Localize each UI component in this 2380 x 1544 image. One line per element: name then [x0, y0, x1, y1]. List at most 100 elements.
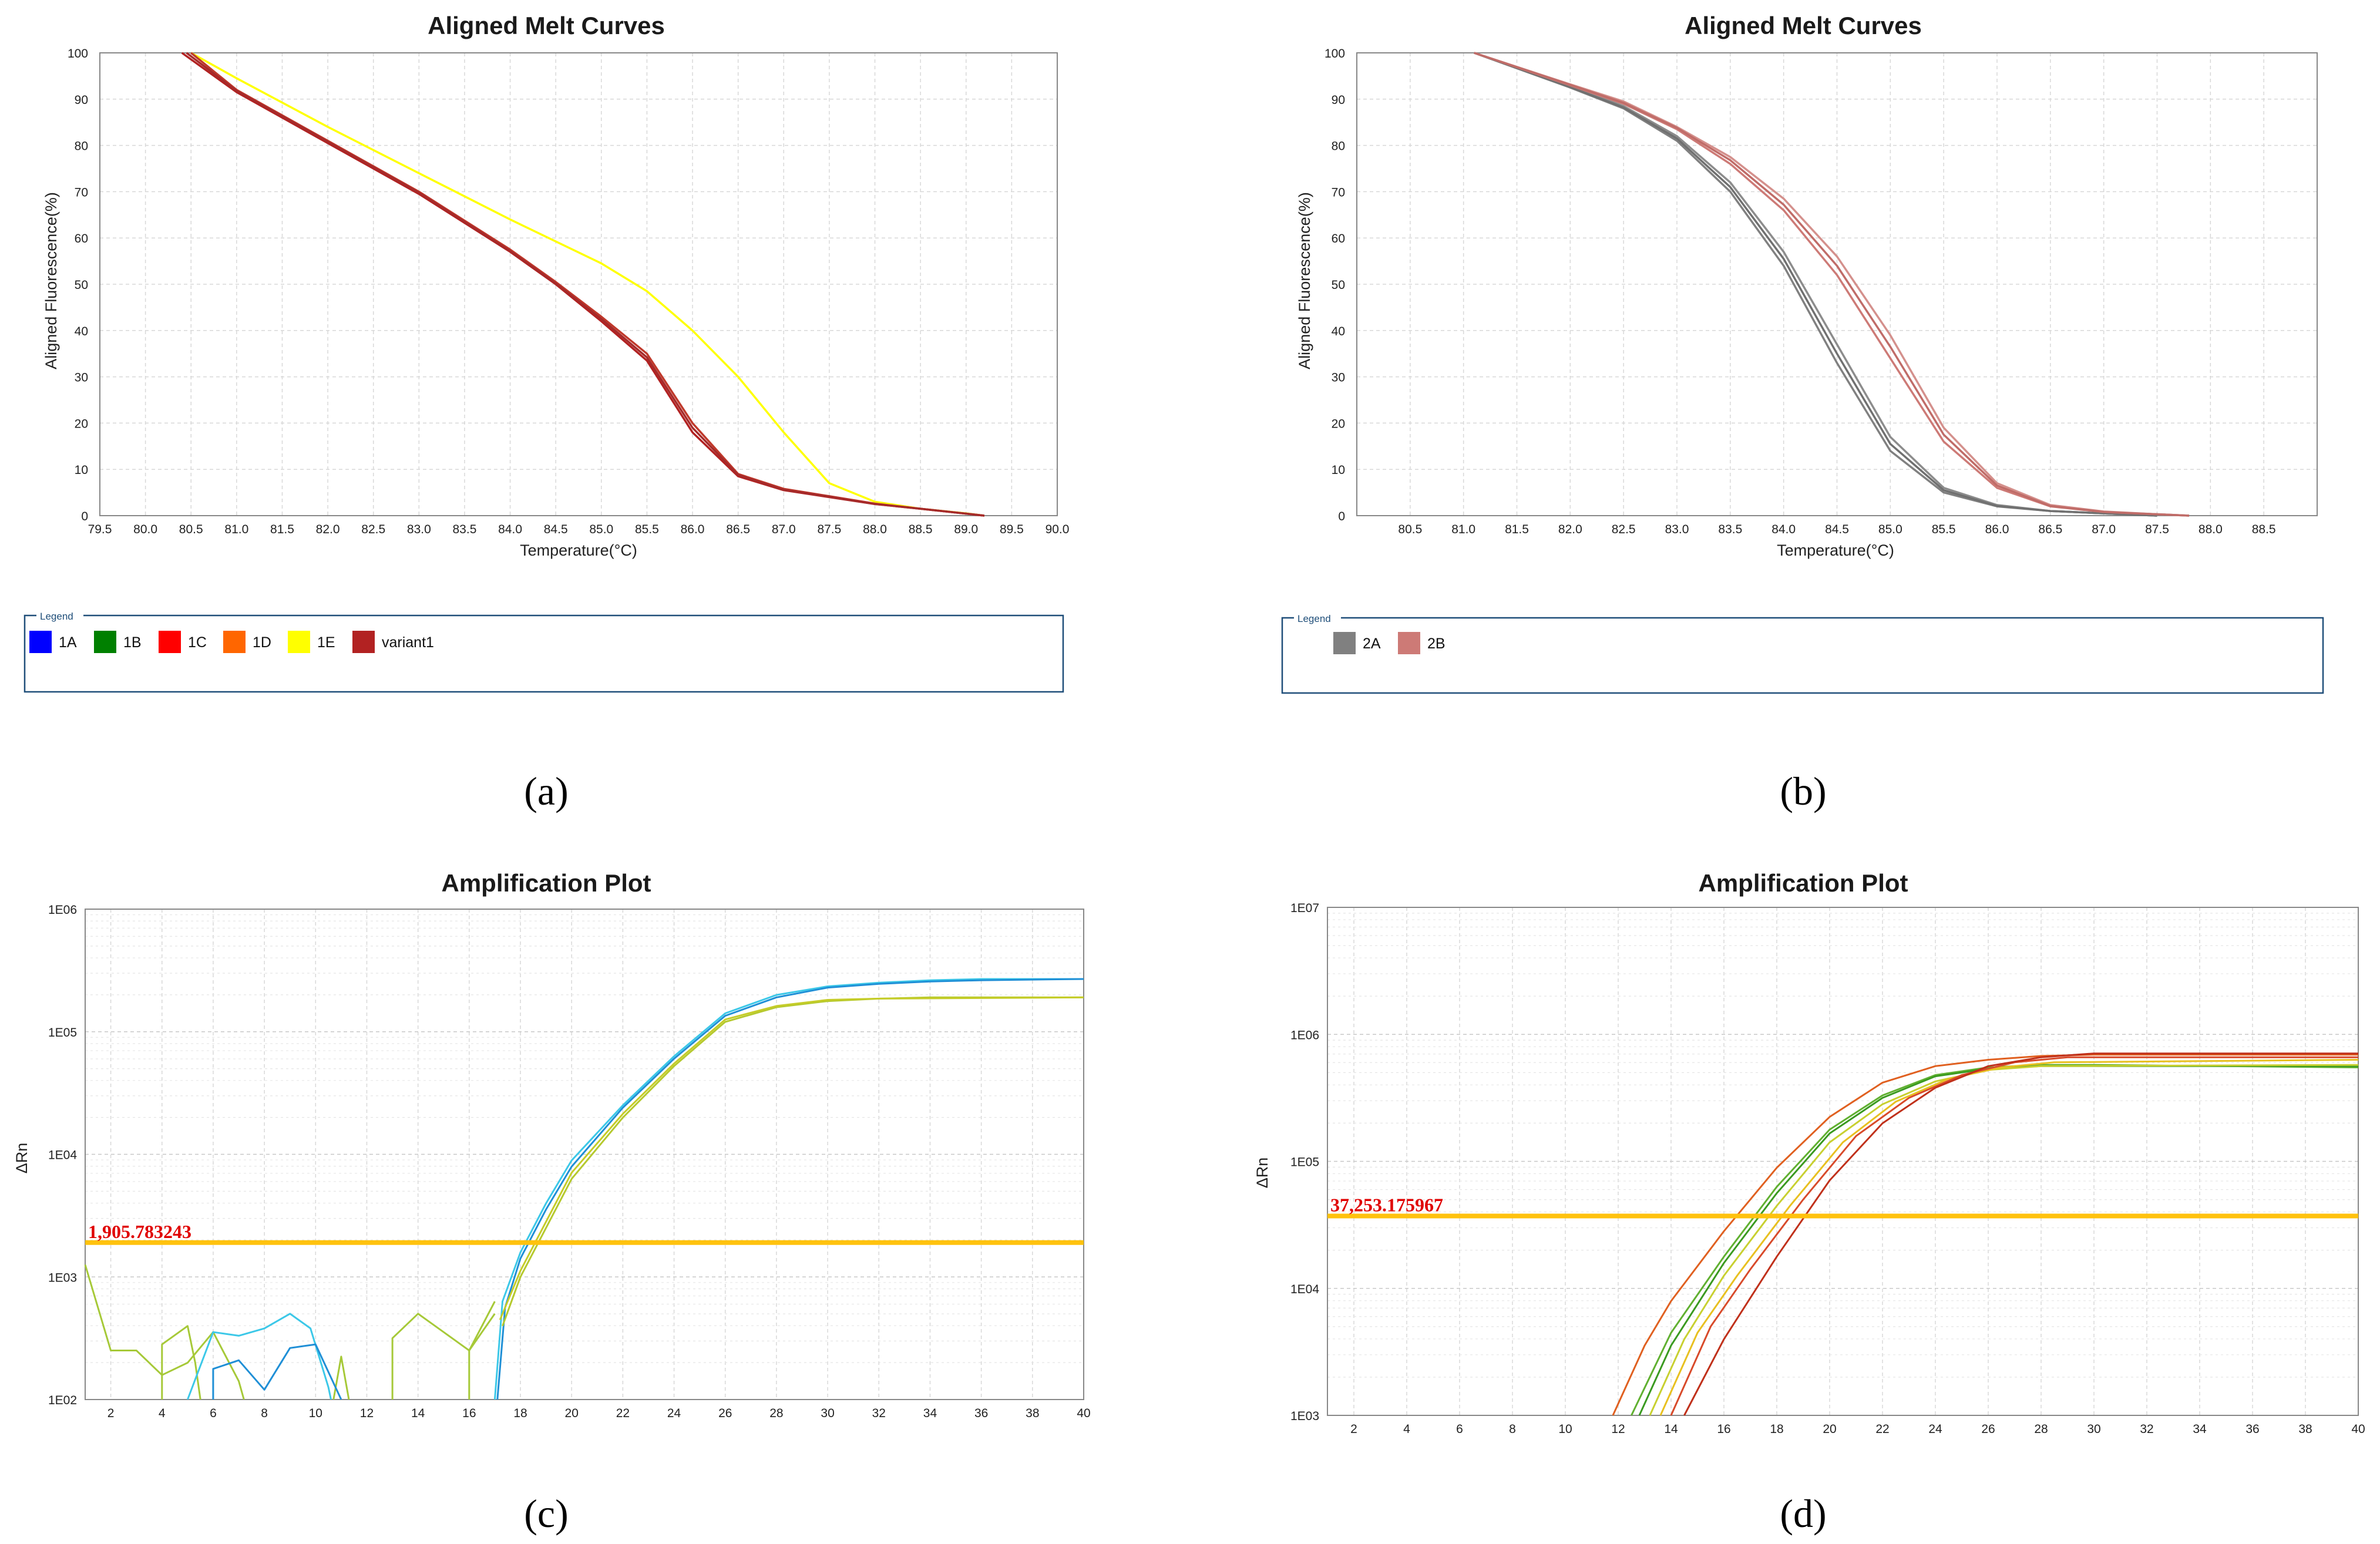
x-tick-label: 87.5 — [817, 523, 841, 536]
x-tick-label: 88.5 — [2252, 523, 2276, 536]
x-tick-label: 82.0 — [1558, 523, 1582, 536]
x-tick-label: 16 — [1717, 1422, 1730, 1436]
series-line-s2 — [1631, 1064, 2359, 1416]
caption-a: (a) — [524, 769, 568, 813]
x-tick-label: 84.5 — [1825, 523, 1849, 536]
legend-box — [23, 614, 1064, 693]
x-tick-label: 82.0 — [316, 523, 340, 536]
x-tick-label: 10 — [309, 1407, 322, 1420]
legend-items: 2A 2B — [1333, 632, 1446, 654]
x-tick-label: 80.5 — [1398, 523, 1422, 536]
x-tick-label: 32 — [2140, 1422, 2153, 1436]
legend-title: Legend — [40, 611, 73, 622]
x-tick-label: 83.5 — [1718, 523, 1742, 536]
y-tick-label: 1E06 — [48, 903, 77, 917]
x-tick-label: 38 — [2298, 1422, 2312, 1436]
x-axis-label: Temperature(°C) — [520, 541, 637, 559]
x-tick-label: 18 — [513, 1407, 527, 1420]
chart-title: Aligned Melt Curves — [428, 12, 665, 39]
x-tick-label: 26 — [718, 1407, 732, 1420]
y-tick-label: 1E03 — [48, 1271, 77, 1284]
x-tick-label: 88.5 — [909, 523, 933, 536]
x-tick-label: 87.5 — [2145, 523, 2169, 536]
x-tick-label: 89.5 — [1000, 523, 1024, 536]
series-lines — [181, 52, 985, 517]
x-tick-label: 81.5 — [270, 523, 294, 536]
y-tick-label: 40 — [1332, 325, 1345, 338]
legend-label: 2A — [1363, 635, 1381, 652]
x-tick-labels: 79.5 80.0 80.5 81.0 81.5 82.0 82.5 83.0 83.5 84.0… — [88, 523, 1070, 536]
x-tick-label: 12 — [360, 1407, 374, 1420]
grid — [1327, 907, 2358, 1415]
x-tick-label: 86.5 — [726, 523, 750, 536]
series-line-noise-yg-1 — [84, 1264, 245, 1400]
x-tick-label: 30 — [821, 1407, 834, 1420]
y-tick-label: 1E05 — [1290, 1156, 1319, 1169]
x-tick-label: 34 — [923, 1407, 937, 1420]
y-tick-label: 60 — [1332, 232, 1345, 245]
x-tick-label: 38 — [1026, 1407, 1039, 1420]
y-tick-label: 90 — [75, 93, 88, 107]
x-tick-label: 87.0 — [772, 523, 796, 536]
x-tick-label: 84.5 — [544, 523, 568, 536]
x-tick-label: 85.0 — [589, 523, 613, 536]
series-line-noise-yg-5 — [468, 1313, 496, 1400]
x-tick-label: 28 — [2034, 1422, 2048, 1436]
x-tick-label: 14 — [1664, 1422, 1678, 1436]
y-tick-label: 10 — [1332, 463, 1345, 477]
y-tick-label: 20 — [1332, 417, 1345, 430]
series-line-noise-cyan-1 — [186, 1313, 332, 1400]
x-tick-label: 20 — [565, 1407, 579, 1420]
y-tick-label: 90 — [1332, 93, 1345, 107]
x-tick-label: 34 — [2193, 1422, 2207, 1436]
series-lines — [1612, 1052, 2359, 1416]
legend: Legend 1A 1B 1C 1D 1E variant1 — [23, 610, 1064, 693]
x-tick-label: 88.0 — [863, 523, 887, 536]
legend-label: 1E — [317, 634, 335, 651]
threshold: 37,253.175967 — [1327, 1194, 2358, 1219]
x-tick-label: 88.0 — [2199, 523, 2223, 536]
legend-swatch — [94, 631, 116, 653]
series-line-s1 — [1612, 1054, 2358, 1416]
x-tick-label: 83.0 — [407, 523, 431, 536]
x-tick-label: 36 — [2245, 1422, 2259, 1436]
x-tick-label: 36 — [974, 1407, 988, 1420]
grid — [1357, 53, 2317, 516]
plot-area — [99, 52, 1058, 516]
x-tick-label: 6 — [1456, 1422, 1463, 1436]
x-tick-label: 24 — [667, 1407, 681, 1420]
y-tick-label: 100 — [68, 47, 88, 60]
x-tick-labels: 2 4 6 8 10 12 14 16 18 20 22 24 26 28 30 32 34 36 38 40 — [1350, 1422, 2365, 1436]
x-tick-label: 8 — [261, 1407, 268, 1420]
x-tick-label: 4 — [159, 1407, 166, 1420]
x-tick-label: 87.0 — [2092, 523, 2116, 536]
x-tick-label: 79.5 — [88, 523, 112, 536]
legend-box — [1281, 617, 2324, 694]
x-tick-labels: 2 4 6 8 10 12 14 16 18 20 22 24 26 28 30 32 34 36 38 40 — [107, 1407, 1091, 1420]
y-tick-label: 1E04 — [1290, 1283, 1319, 1296]
x-tick-label: 84.0 — [1771, 523, 1796, 536]
legend-swatch — [1333, 632, 1356, 654]
x-tick-label: 81.5 — [1505, 523, 1529, 536]
x-tick-label: 26 — [1981, 1422, 1995, 1436]
x-tick-label: 6 — [210, 1407, 217, 1420]
legend-label: 1D — [253, 634, 271, 651]
y-tick-label: 1E07 — [1290, 901, 1319, 915]
x-tick-label: 81.0 — [1451, 523, 1475, 536]
x-tick-label: 12 — [1611, 1422, 1625, 1436]
chart-title: Aligned Melt Curves — [1685, 12, 1922, 39]
legend-title-bg — [36, 610, 83, 621]
y-tick-labels: 1E02 1E03 1E04 1E05 1E06 — [48, 903, 77, 1407]
series-line-yellow-green — [499, 996, 1084, 1320]
series-line-noise-blue-1 — [212, 1343, 342, 1400]
threshold-label: 37,253.175967 — [1330, 1194, 1443, 1215]
x-tick-label: 18 — [1770, 1422, 1783, 1436]
y-tick-label: 80 — [1332, 140, 1345, 153]
caption-d: (d) — [1780, 1491, 1826, 1536]
x-tick-label: 86.0 — [1985, 523, 2009, 536]
legend-label: variant1 — [382, 634, 434, 651]
series-lines — [1474, 52, 2190, 517]
grid — [85, 909, 1084, 1400]
x-tick-label: 22 — [616, 1407, 630, 1420]
